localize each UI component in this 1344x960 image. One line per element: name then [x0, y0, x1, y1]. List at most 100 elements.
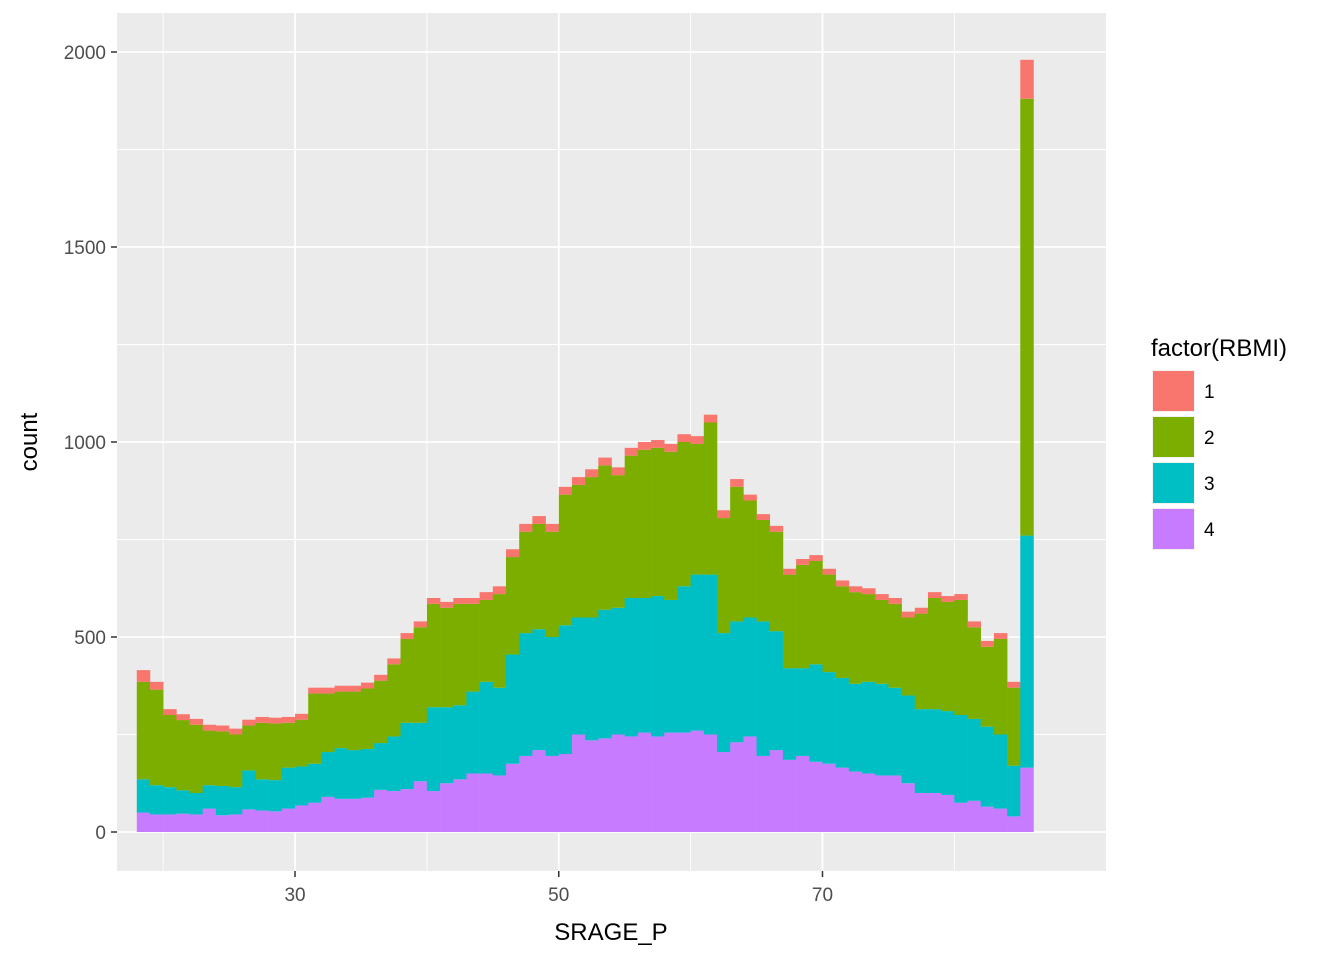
bar-segment-rbmi-3 — [571, 617, 586, 735]
bar-segment-rbmi-2 — [281, 722, 296, 768]
bar-segment-rbmi-4 — [927, 793, 942, 832]
bar-segment-rbmi-4 — [651, 736, 665, 832]
bar-segment-rbmi-3 — [387, 736, 401, 792]
bar-segment-rbmi-4 — [835, 767, 850, 832]
bar-segment-rbmi-2 — [492, 594, 507, 688]
bar-segment-rbmi-1 — [163, 709, 177, 715]
bar-segment-rbmi-1 — [492, 586, 507, 595]
bar-segment-rbmi-2 — [387, 664, 401, 737]
bar-segment-rbmi-3 — [637, 598, 652, 733]
bar-segment-rbmi-2 — [374, 680, 388, 744]
bar-segment-rbmi-4 — [558, 754, 573, 832]
bar-segment-rbmi-1 — [809, 555, 823, 561]
bar-segment-rbmi-2 — [242, 725, 256, 771]
x-tick-label: 30 — [284, 885, 305, 906]
bar-segment-rbmi-4 — [426, 791, 441, 832]
bar-segment-rbmi-2 — [453, 603, 467, 706]
bar-segment-rbmi-2 — [993, 638, 1008, 735]
legend-title: factor(RBMI) — [1151, 335, 1287, 362]
bar-segment-rbmi-4 — [176, 813, 190, 832]
bar-segment-rbmi-1 — [967, 621, 982, 628]
legend-label-3: 3 — [1204, 474, 1215, 495]
bar-segment-rbmi-2 — [1020, 98, 1034, 536]
bar-segment-rbmi-4 — [598, 738, 612, 832]
bar-segment-rbmi-1 — [347, 685, 362, 692]
bar-segment-rbmi-1 — [413, 621, 428, 628]
bar-segment-rbmi-2 — [730, 486, 744, 622]
bar-segment-rbmi-1 — [426, 598, 441, 604]
bar-segment-rbmi-2 — [136, 681, 151, 780]
bar-segment-rbmi-3 — [927, 709, 942, 793]
bar-segment-rbmi-4 — [637, 732, 652, 832]
bar-segment-rbmi-1 — [281, 716, 296, 723]
bar-segment-rbmi-1 — [782, 568, 797, 575]
bar-segment-rbmi-1 — [835, 580, 850, 587]
bar-segment-rbmi-2 — [149, 689, 164, 786]
bar-segment-rbmi-1 — [598, 457, 612, 466]
bar-segment-rbmi-3 — [202, 785, 217, 809]
bar-segment-rbmi-3 — [295, 766, 309, 806]
bar-segment-rbmi-1 — [466, 598, 480, 604]
bar-segment-rbmi-2 — [914, 613, 929, 710]
bar-segment-rbmi-4 — [440, 783, 454, 832]
x-axis-title: SRAGE_P — [554, 919, 667, 946]
bar-segment-rbmi-3 — [690, 574, 705, 731]
bar-segment-rbmi-1 — [215, 725, 230, 732]
bar-segment-rbmi-2 — [637, 449, 652, 598]
bar-segment-rbmi-1 — [558, 486, 573, 495]
bar-segment-rbmi-4 — [664, 732, 678, 832]
bar-segment-rbmi-2 — [796, 564, 810, 669]
bar-segment-rbmi-3 — [347, 750, 362, 799]
bar-segment-rbmi-3 — [809, 664, 823, 762]
bar-segment-rbmi-1 — [202, 724, 217, 731]
bar-segment-rbmi-4 — [321, 796, 335, 832]
bar-segment-rbmi-3 — [598, 609, 612, 739]
bar-segment-rbmi-2 — [571, 484, 586, 618]
bar-segment-rbmi-1 — [848, 586, 863, 593]
bar-segment-rbmi-1 — [927, 592, 942, 598]
bar-segment-rbmi-1 — [400, 633, 414, 639]
bar-segment-rbmi-4 — [479, 773, 494, 832]
bar-segment-rbmi-3 — [941, 711, 955, 795]
bar-segment-rbmi-1 — [730, 479, 744, 487]
bar-segment-rbmi-4 — [347, 798, 362, 832]
bar-segment-rbmi-2 — [756, 520, 771, 622]
bar-segment-rbmi-3 — [440, 707, 454, 784]
bar-segment-rbmi-3 — [716, 633, 731, 753]
bar-segment-rbmi-2 — [506, 557, 520, 655]
bar-segment-rbmi-2 — [558, 494, 573, 626]
bar-segment-rbmi-3 — [413, 722, 428, 782]
bar-segment-rbmi-4 — [756, 755, 771, 832]
bar-segment-rbmi-4 — [532, 750, 546, 832]
bar-segment-rbmi-3 — [519, 633, 533, 756]
bar-segment-rbmi-4 — [413, 781, 428, 832]
bar-segment-rbmi-4 — [993, 808, 1008, 832]
bar-segment-rbmi-4 — [519, 755, 533, 832]
bar-segment-rbmi-3 — [136, 779, 151, 813]
bar-segment-rbmi-4 — [967, 800, 982, 832]
bar-segment-rbmi-3 — [558, 625, 573, 754]
bar-segment-rbmi-3 — [664, 599, 678, 733]
bar-segment-rbmi-3 — [703, 574, 718, 735]
bar-segment-rbmi-2 — [360, 688, 375, 749]
bar-segment-rbmi-2 — [321, 693, 335, 753]
bar-segment-rbmi-2 — [163, 715, 177, 788]
bar-segment-rbmi-2 — [677, 442, 691, 587]
bar-segment-rbmi-2 — [888, 603, 902, 688]
bar-segment-rbmi-3 — [176, 790, 190, 814]
bar-segment-rbmi-2 — [585, 477, 599, 618]
bar-segment-rbmi-4 — [400, 789, 414, 832]
bar-segment-rbmi-3 — [334, 748, 349, 799]
bar-segment-rbmi-4 — [730, 742, 744, 832]
bar-segment-rbmi-3 — [901, 695, 916, 784]
bar-segment-rbmi-3 — [875, 683, 889, 776]
bar-segment-rbmi-4 — [189, 814, 204, 832]
bar-segment-rbmi-3 — [835, 677, 850, 768]
bar-segment-rbmi-4 — [914, 793, 929, 832]
legend: factor(RBMI) 1 2 3 4 — [1151, 335, 1287, 550]
bar-segment-rbmi-1 — [888, 598, 902, 604]
bar-segment-rbmi-3 — [585, 617, 599, 741]
bar-segment-rbmi-2 — [611, 475, 625, 608]
bar-segment-rbmi-2 — [901, 617, 916, 696]
bar-segment-rbmi-3 — [545, 637, 560, 756]
